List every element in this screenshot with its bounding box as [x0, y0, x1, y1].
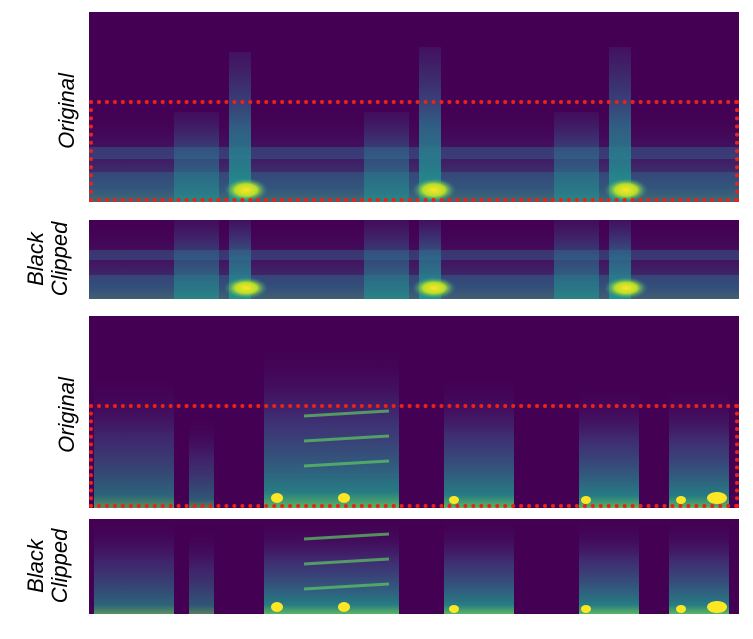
row-label-black-clipped-1: Black Clipped	[23, 221, 72, 297]
energy-columns	[174, 47, 631, 202]
label-black-text: Black	[23, 539, 48, 593]
crop-region-box	[89, 404, 739, 508]
harmonic-lines	[303, 409, 390, 468]
spectrogram-svg	[89, 220, 739, 299]
spectrogram-original-1	[89, 12, 739, 202]
spectrogram-svg	[94, 519, 729, 614]
row-label-black-clipped-2: Black Clipped	[23, 528, 72, 604]
peak-blobs	[271, 492, 727, 504]
label-original-text: Original	[54, 73, 79, 149]
row-label-original-2: Original	[54, 377, 79, 453]
label-original-text: Original	[54, 377, 79, 453]
label-black-text: Black	[23, 232, 48, 286]
spectrogram-svg	[89, 47, 739, 202]
peak-blobs	[224, 178, 648, 202]
crop-region-box	[89, 100, 739, 202]
label-clipped-text: Clipped	[47, 528, 72, 604]
label-clipped-text: Clipped	[47, 221, 72, 297]
energy-columns	[94, 346, 729, 508]
spectrogram-black-clipped-2	[89, 519, 739, 614]
row-label-original-1: Original	[54, 73, 79, 149]
spectrogram-original-2	[89, 316, 739, 508]
spectrogram-svg	[94, 346, 729, 508]
spectrogram-black-clipped-1	[89, 220, 739, 299]
